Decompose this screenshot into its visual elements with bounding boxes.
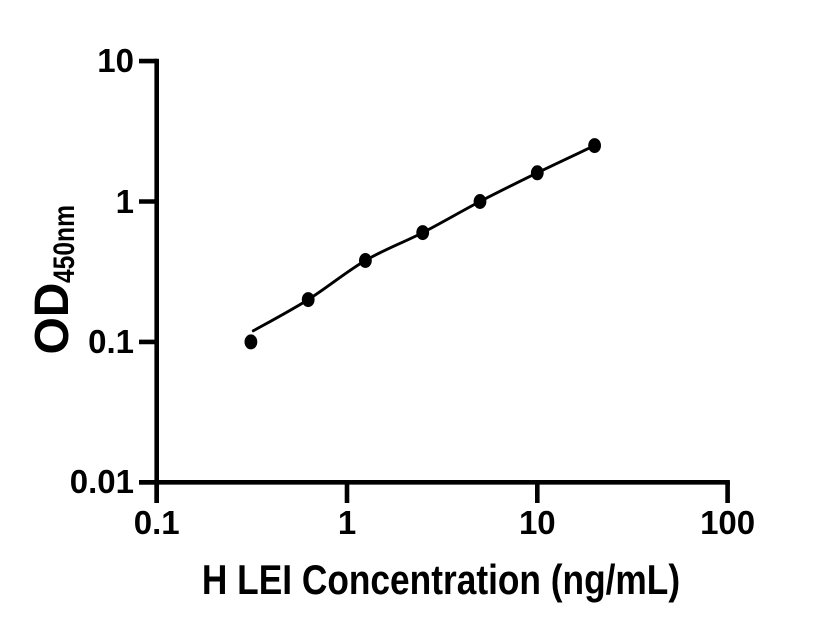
data-point-marker <box>416 225 430 241</box>
data-point-marker <box>530 165 544 181</box>
data-point-marker <box>473 194 487 209</box>
data-point-marker <box>244 334 258 350</box>
y-tick-label: 1 <box>115 182 134 220</box>
x-tick-label: 100 <box>700 504 756 541</box>
y-tick-label: 0.01 <box>69 463 134 501</box>
x-tick-label: 1 <box>337 504 357 541</box>
y-tick-label: 10 <box>97 42 134 80</box>
x-tick-label: 0.1 <box>133 504 180 541</box>
data-point-marker <box>359 253 372 268</box>
x-tick-label: 10 <box>518 504 556 541</box>
data-point-marker <box>301 292 315 308</box>
x-axis-title: H LEI Concentration (ng/mL) <box>201 556 681 603</box>
y-tick-label: 0.1 <box>88 322 134 360</box>
data-point-marker <box>588 138 601 154</box>
